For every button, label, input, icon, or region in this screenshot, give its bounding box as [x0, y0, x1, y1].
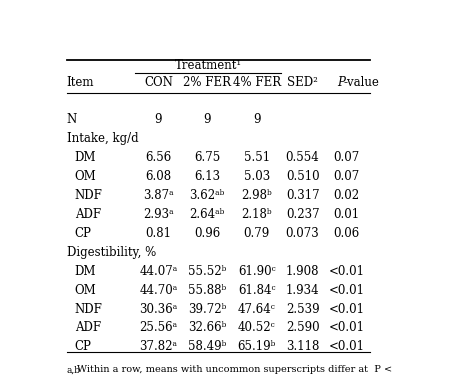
Text: 2.539: 2.539	[286, 303, 319, 316]
Text: 2.98ᵇ: 2.98ᵇ	[241, 189, 272, 202]
Text: 0.96: 0.96	[194, 227, 220, 240]
Text: 2.590: 2.590	[286, 321, 319, 334]
Text: 3.87ᵃ: 3.87ᵃ	[143, 189, 174, 202]
Text: <0.01: <0.01	[328, 265, 365, 278]
Text: 40.52ᶜ: 40.52ᶜ	[238, 321, 275, 334]
Text: 44.70ᵃ: 44.70ᵃ	[139, 283, 178, 296]
Text: ADF: ADF	[75, 321, 101, 334]
Text: Treatment¹: Treatment¹	[174, 59, 242, 72]
Text: Item: Item	[66, 76, 94, 90]
Text: 30.36ᵃ: 30.36ᵃ	[139, 303, 178, 316]
Text: 0.81: 0.81	[146, 227, 172, 240]
Text: NDF: NDF	[75, 303, 102, 316]
Text: a,b: a,b	[66, 366, 81, 375]
Text: CP: CP	[75, 227, 91, 240]
Text: 61.84ᶜ: 61.84ᶜ	[238, 283, 275, 296]
Text: <0.01: <0.01	[328, 341, 365, 353]
Text: 0.02: 0.02	[334, 189, 360, 202]
Text: 5.03: 5.03	[244, 170, 270, 183]
Text: CON: CON	[144, 76, 173, 90]
Text: N: N	[66, 113, 77, 126]
Text: 0.073: 0.073	[286, 227, 319, 240]
Text: Within a row, means with uncommon superscripts differ at  ​P <: Within a row, means with uncommon supers…	[77, 366, 392, 375]
Text: OM: OM	[75, 283, 96, 296]
Text: 44.07ᵃ: 44.07ᵃ	[139, 265, 178, 278]
Text: 9: 9	[203, 113, 211, 126]
Text: 32.66ᵇ: 32.66ᵇ	[188, 321, 226, 334]
Text: NDF: NDF	[75, 189, 102, 202]
Text: 0.237: 0.237	[286, 208, 319, 221]
Text: 4% FER: 4% FER	[233, 76, 281, 90]
Text: -value: -value	[343, 76, 379, 90]
Text: 0.510: 0.510	[286, 170, 319, 183]
Text: ADF: ADF	[75, 208, 101, 221]
Text: 2.64ᵃᵇ: 2.64ᵃᵇ	[190, 208, 225, 221]
Text: 6.56: 6.56	[146, 151, 172, 164]
Text: 6.13: 6.13	[194, 170, 220, 183]
Text: 37.82ᵃ: 37.82ᵃ	[139, 341, 177, 353]
Text: 3.62ᵃᵇ: 3.62ᵃᵇ	[190, 189, 225, 202]
Text: DM: DM	[75, 265, 96, 278]
Text: 9: 9	[155, 113, 162, 126]
Text: 5.51: 5.51	[244, 151, 270, 164]
Text: 55.88ᵇ: 55.88ᵇ	[188, 283, 226, 296]
Text: SED²: SED²	[287, 76, 318, 90]
Text: 0.01: 0.01	[334, 208, 360, 221]
Text: 25.56ᵃ: 25.56ᵃ	[139, 321, 177, 334]
Text: 6.08: 6.08	[146, 170, 172, 183]
Text: <0.01: <0.01	[328, 321, 365, 334]
Text: 47.64ᶜ: 47.64ᶜ	[238, 303, 276, 316]
Text: 55.52ᵇ: 55.52ᵇ	[188, 265, 226, 278]
Text: 65.19ᵇ: 65.19ᵇ	[237, 341, 276, 353]
Text: 0.06: 0.06	[334, 227, 360, 240]
Text: 6.75: 6.75	[194, 151, 220, 164]
Text: OM: OM	[75, 170, 96, 183]
Text: Digestibility, %: Digestibility, %	[66, 246, 156, 258]
Text: 2% FER: 2% FER	[183, 76, 231, 90]
Text: 61.90ᶜ: 61.90ᶜ	[238, 265, 275, 278]
Text: 2.18ᵇ: 2.18ᵇ	[241, 208, 272, 221]
Text: 0.554: 0.554	[286, 151, 319, 164]
Text: 0.317: 0.317	[286, 189, 319, 202]
Text: 2.93ᵃ: 2.93ᵃ	[143, 208, 174, 221]
Text: 1.908: 1.908	[286, 265, 319, 278]
Text: 3.118: 3.118	[286, 341, 319, 353]
Text: <0.01: <0.01	[328, 303, 365, 316]
Text: 9: 9	[253, 113, 260, 126]
Text: 0.07: 0.07	[334, 170, 360, 183]
Text: Intake, kg/d: Intake, kg/d	[66, 132, 138, 145]
Text: 0.07: 0.07	[334, 151, 360, 164]
Text: 39.72ᵇ: 39.72ᵇ	[188, 303, 226, 316]
Text: P: P	[337, 76, 346, 90]
Text: DM: DM	[75, 151, 96, 164]
Text: <0.01: <0.01	[328, 283, 365, 296]
Text: CP: CP	[75, 341, 91, 353]
Text: 1.934: 1.934	[286, 283, 319, 296]
Text: 0.79: 0.79	[244, 227, 270, 240]
Text: 58.49ᵇ: 58.49ᵇ	[188, 341, 226, 353]
